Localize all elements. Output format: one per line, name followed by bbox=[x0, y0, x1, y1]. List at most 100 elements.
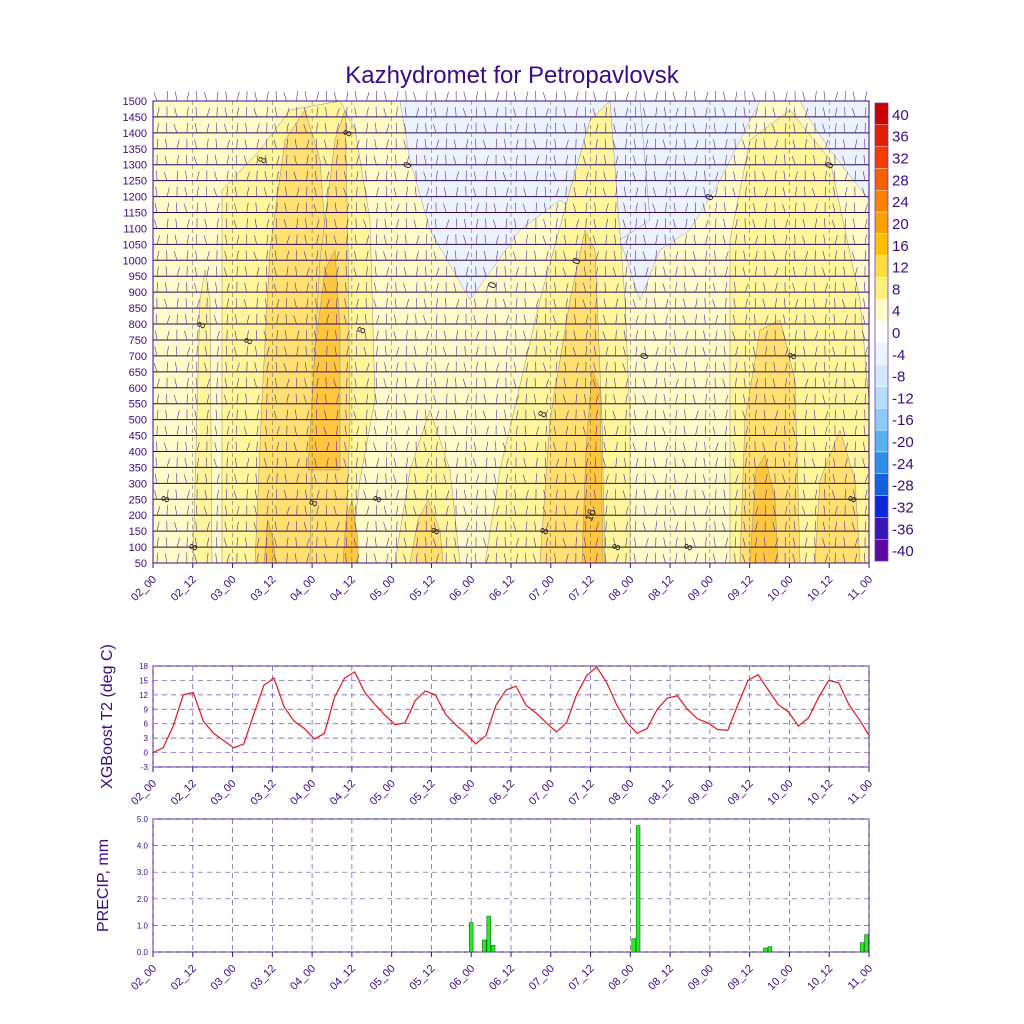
wind-barb bbox=[165, 122, 168, 133]
wind-barb bbox=[745, 186, 747, 197]
wind-barb bbox=[842, 139, 846, 149]
wind-barb bbox=[425, 203, 429, 213]
wind-barb bbox=[475, 521, 477, 532]
wind-barb bbox=[274, 394, 277, 404]
wind-barb bbox=[373, 426, 377, 436]
wind-barb bbox=[316, 378, 319, 388]
wind-barb bbox=[675, 123, 678, 133]
wind-barb bbox=[356, 298, 359, 309]
wind-barb bbox=[544, 186, 547, 197]
wind-barb bbox=[735, 218, 738, 229]
wind-barb bbox=[794, 314, 798, 325]
wind-barb bbox=[853, 489, 856, 500]
wind-barb bbox=[425, 505, 428, 516]
wind-barb bbox=[216, 234, 219, 245]
wind-barb bbox=[415, 521, 419, 532]
wind-barb bbox=[354, 521, 357, 532]
wind-barb bbox=[296, 489, 299, 500]
wind-barb bbox=[485, 155, 489, 165]
wind-barb bbox=[864, 521, 867, 532]
wind-barb bbox=[224, 394, 228, 404]
wind-barb bbox=[613, 123, 616, 133]
wind-barb bbox=[306, 425, 309, 436]
wind-barb bbox=[464, 202, 467, 213]
wind-barb bbox=[415, 107, 420, 118]
precip-bar bbox=[635, 825, 641, 953]
wind-barb bbox=[735, 505, 738, 516]
wind-barb bbox=[495, 409, 498, 420]
wind-barb bbox=[811, 458, 816, 468]
wind-barb bbox=[732, 314, 736, 325]
wind-barb bbox=[475, 234, 478, 245]
wind-barb bbox=[166, 346, 169, 356]
wind-barb bbox=[256, 154, 259, 165]
wind-barb bbox=[294, 139, 297, 149]
wind-barb bbox=[792, 410, 796, 420]
wind-barb bbox=[224, 521, 228, 532]
wind-barb bbox=[505, 361, 507, 372]
wind-barb bbox=[705, 393, 707, 404]
wind-barb bbox=[266, 362, 269, 372]
wind-barb bbox=[635, 361, 637, 372]
wind-barb bbox=[715, 346, 717, 356]
wind-barb bbox=[555, 361, 558, 372]
wind-barb bbox=[166, 458, 170, 468]
wind-barb bbox=[804, 282, 807, 293]
wind-barb bbox=[346, 505, 348, 516]
wind-barb bbox=[595, 537, 599, 548]
wind-barb bbox=[253, 522, 258, 532]
wind-barb bbox=[695, 410, 699, 420]
wind-barb bbox=[592, 108, 597, 118]
wind-barb bbox=[154, 473, 158, 484]
wind-barb bbox=[854, 441, 856, 452]
wind-barb bbox=[744, 505, 746, 516]
wind-barb bbox=[296, 473, 299, 484]
wind-barb bbox=[354, 505, 357, 516]
wind-barb bbox=[166, 489, 169, 500]
wind-barb bbox=[275, 361, 277, 372]
wind-barb bbox=[535, 298, 539, 309]
wind-barb bbox=[823, 378, 826, 388]
wind-barb bbox=[336, 123, 340, 133]
y-tick-label: 250 bbox=[129, 494, 147, 506]
wind-barb bbox=[393, 458, 397, 468]
wind-barb bbox=[512, 522, 517, 532]
wind-barb bbox=[472, 187, 477, 197]
wind-barb bbox=[622, 363, 626, 372]
wind-barb bbox=[274, 250, 277, 261]
wind-barb bbox=[225, 218, 228, 229]
wind-barb bbox=[475, 409, 477, 420]
wind-barb bbox=[542, 92, 547, 102]
wind-barb bbox=[533, 410, 537, 420]
wind-barb bbox=[193, 155, 198, 165]
wind-barb bbox=[515, 410, 519, 420]
wind-barb bbox=[695, 139, 699, 149]
wind-barb bbox=[164, 282, 168, 293]
colorbar-swatch bbox=[874, 255, 889, 278]
wind-barb bbox=[303, 521, 307, 532]
colorbar-label: 24 bbox=[892, 194, 909, 211]
wind-barb bbox=[474, 282, 477, 293]
wind-barb bbox=[504, 393, 507, 404]
wind-barb bbox=[346, 474, 350, 484]
wind-barb bbox=[326, 186, 329, 197]
wind-barb bbox=[764, 489, 767, 500]
wind-barb bbox=[515, 441, 518, 452]
x-tick-label: 10_00 bbox=[765, 574, 795, 604]
wind-barb bbox=[406, 171, 409, 181]
wind-barb bbox=[695, 170, 698, 181]
wind-barb bbox=[525, 377, 528, 388]
wind-barb bbox=[824, 218, 826, 229]
wind-barb bbox=[862, 314, 866, 325]
wind-barb bbox=[755, 235, 759, 245]
wind-barb bbox=[793, 107, 796, 117]
wind-barb bbox=[544, 457, 547, 468]
wind-barb bbox=[545, 537, 548, 548]
wind-barb bbox=[195, 521, 198, 532]
wind-barb bbox=[674, 457, 676, 468]
wind-barb bbox=[562, 394, 567, 404]
wind-barb bbox=[834, 138, 836, 149]
t2-y-tick-label: 3 bbox=[144, 734, 149, 743]
colorbar-swatch bbox=[874, 146, 889, 169]
wind-barb bbox=[555, 218, 558, 229]
